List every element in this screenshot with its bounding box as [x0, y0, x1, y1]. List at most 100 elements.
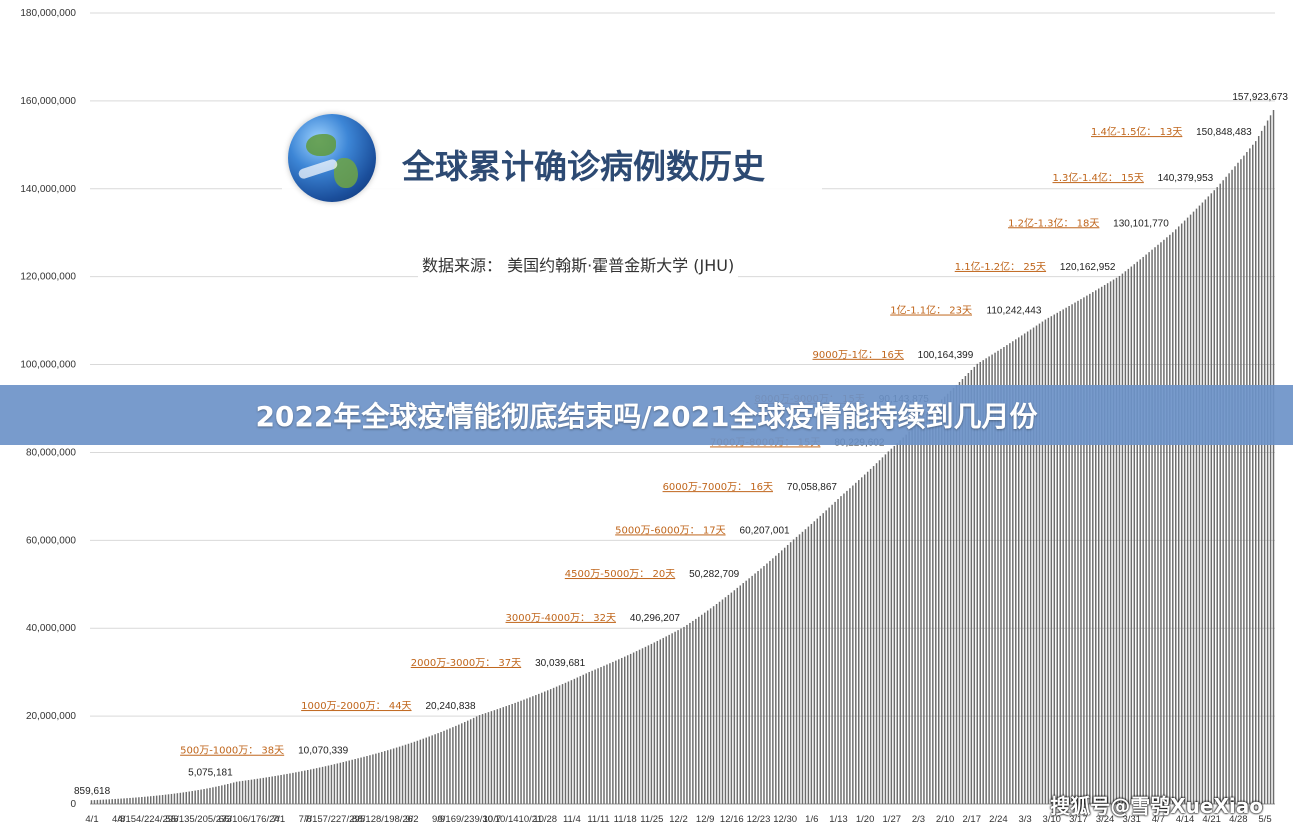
- bar: [369, 755, 371, 804]
- bar: [561, 684, 564, 804]
- data-label: 5,075,181: [188, 768, 233, 779]
- y-tick-label: 140,000,000: [20, 184, 76, 195]
- bar: [339, 762, 342, 804]
- bar: [798, 534, 801, 804]
- bar: [1044, 319, 1047, 804]
- bar: [558, 685, 561, 804]
- bar: [262, 777, 265, 804]
- bar: [769, 560, 771, 804]
- bar: [203, 789, 205, 804]
- bar: [585, 673, 587, 804]
- bar: [1175, 229, 1177, 805]
- bar: [277, 775, 279, 804]
- bar: [1180, 223, 1183, 804]
- bar: [126, 798, 128, 804]
- bar: [147, 796, 149, 804]
- bar: [893, 445, 896, 804]
- bar: [1219, 183, 1221, 804]
- data-label: 140,379,953: [1158, 173, 1214, 184]
- bar: [295, 772, 297, 804]
- bar: [1038, 323, 1041, 804]
- bar: [286, 773, 288, 804]
- bar: [1112, 279, 1115, 804]
- bar: [668, 634, 670, 804]
- bar: [381, 751, 383, 804]
- bar: [703, 612, 706, 804]
- y-tick-label: 40,000,000: [26, 623, 76, 634]
- bar: [149, 796, 152, 804]
- bar: [626, 655, 629, 804]
- bar: [164, 794, 167, 804]
- bar: [348, 760, 350, 804]
- bar: [940, 399, 943, 804]
- bar: [872, 466, 875, 804]
- bar: [739, 585, 742, 804]
- bar: [718, 601, 721, 804]
- bar: [588, 671, 590, 804]
- bar: [594, 669, 596, 804]
- bar: [117, 798, 119, 804]
- bar: [1000, 348, 1002, 804]
- bar: [760, 568, 762, 804]
- bar: [890, 448, 893, 804]
- bar: [514, 702, 516, 804]
- bar: [238, 781, 241, 804]
- bar: [250, 779, 253, 804]
- bar: [701, 614, 703, 804]
- bar: [810, 523, 813, 804]
- bar: [268, 776, 270, 804]
- bar: [1118, 275, 1121, 805]
- bar: [567, 681, 570, 804]
- bar: [1020, 335, 1023, 804]
- bar: [182, 792, 185, 804]
- bar: [632, 652, 635, 804]
- bar: [576, 677, 579, 804]
- bar: [689, 622, 691, 804]
- data-label: 100,164,399: [918, 350, 974, 361]
- bar: [538, 693, 540, 804]
- bar: [659, 639, 662, 804]
- bar: [437, 733, 439, 804]
- bar: [858, 480, 860, 804]
- bar: [167, 794, 170, 804]
- bar: [544, 691, 546, 804]
- bar: [615, 660, 617, 804]
- bar: [1100, 286, 1103, 804]
- bar: [706, 610, 709, 804]
- bar: [386, 750, 389, 804]
- bar: [289, 773, 291, 804]
- milestone-annotation: 1.4亿-1.5亿： 13天: [1091, 125, 1182, 138]
- bar: [413, 741, 416, 804]
- bar: [200, 789, 202, 804]
- y-tick-label: 160,000,000: [20, 96, 76, 107]
- bar: [766, 563, 768, 804]
- x-tick-label: 5/5: [1258, 814, 1271, 825]
- bar: [623, 656, 626, 804]
- bar: [389, 749, 392, 804]
- bar: [1077, 300, 1079, 804]
- bar: [307, 769, 309, 804]
- bar: [481, 714, 484, 804]
- bar: [733, 590, 736, 804]
- bar: [911, 428, 913, 804]
- bar: [170, 793, 173, 804]
- bar: [997, 350, 999, 804]
- x-tick-label: 3/17: [1069, 814, 1088, 825]
- bar: [434, 734, 436, 804]
- bar: [1240, 159, 1242, 805]
- bar: [1160, 242, 1162, 804]
- bar: [863, 474, 866, 804]
- bar: [985, 358, 987, 804]
- bar: [301, 771, 303, 804]
- bar: [866, 471, 869, 804]
- bar: [730, 592, 733, 804]
- bar: [351, 759, 353, 804]
- bar: [775, 555, 777, 804]
- bar: [458, 724, 460, 804]
- bar: [1136, 261, 1138, 804]
- bar: [1228, 173, 1230, 804]
- bar: [484, 713, 487, 804]
- bar: [881, 457, 884, 804]
- bar: [327, 765, 330, 804]
